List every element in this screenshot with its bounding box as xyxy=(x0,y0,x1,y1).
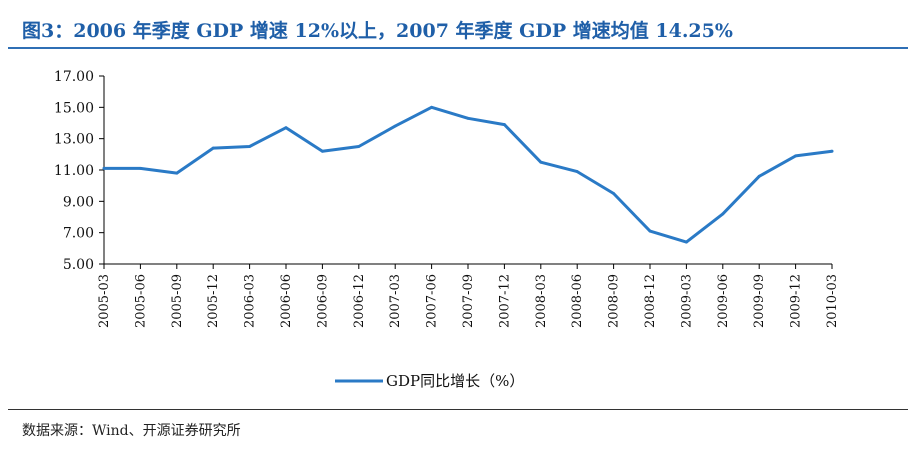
x-tick-label: 2006-03 xyxy=(243,274,258,328)
y-tick-label: 15.00 xyxy=(54,100,94,116)
x-tick-label: 2006-12 xyxy=(352,274,367,328)
x-tick-label: 2008-06 xyxy=(570,274,585,328)
data-point xyxy=(139,167,142,170)
x-tick-label: 2009-06 xyxy=(716,274,731,328)
data-point xyxy=(466,116,470,120)
source-note: 数据来源：Wind、开源证券研究所 xyxy=(22,423,241,439)
x-tick-label: 2005-06 xyxy=(133,274,148,328)
y-tick-label: 9.00 xyxy=(63,194,94,210)
x-tick-label: 2005-03 xyxy=(97,274,112,328)
data-point xyxy=(794,154,797,158)
x-tick-label: 2005-12 xyxy=(206,274,221,328)
data-point xyxy=(357,145,361,148)
legend: GDP同比增长（%） xyxy=(335,372,524,390)
data-point xyxy=(102,167,106,170)
data-point xyxy=(757,174,761,178)
data-point xyxy=(248,145,252,148)
data-point xyxy=(284,126,288,130)
legend-label: GDP同比增长（%） xyxy=(386,372,524,390)
x-tick-label: 2005-09 xyxy=(170,274,185,328)
y-tick-label: 5.00 xyxy=(63,257,94,273)
x-tick-label: 2007-03 xyxy=(388,274,403,328)
data-point xyxy=(321,149,324,153)
data-point xyxy=(539,160,543,164)
chart-title: 图3：2006 年季度 GDP 增速 12%以上，2007 年季度 GDP 增速… xyxy=(22,20,733,42)
y-tick-label: 17.00 xyxy=(54,69,94,85)
data-point xyxy=(648,229,652,233)
data-point xyxy=(503,123,506,126)
x-tick-label: 2007-12 xyxy=(497,274,512,328)
x-tick-label: 2008-03 xyxy=(534,274,549,328)
x-tick-label: 2007-09 xyxy=(461,274,476,328)
series-layer xyxy=(102,105,834,244)
x-tick-label: 2006-09 xyxy=(315,274,330,328)
data-point xyxy=(721,212,725,216)
data-point xyxy=(830,149,834,153)
y-tick-label: 11.00 xyxy=(54,163,94,179)
x-tick-label: 2006-06 xyxy=(279,274,294,328)
x-tick-label: 2007-06 xyxy=(425,274,440,328)
x-tick-label: 2009-03 xyxy=(679,274,694,328)
series-line-gdp xyxy=(102,105,834,244)
data-point xyxy=(393,124,397,128)
x-tick-label: 2009-12 xyxy=(789,274,804,328)
title-rule xyxy=(8,47,908,49)
x-tick-label: 2009-09 xyxy=(752,274,767,328)
y-tick-label: 13.00 xyxy=(54,132,94,148)
y-tick-labels: 17.00 15.00 13.00 11.00 9.00 7.00 5.00 xyxy=(54,69,94,273)
data-point xyxy=(175,171,179,175)
chart-axes xyxy=(99,75,833,269)
x-tick-label: 2008-12 xyxy=(643,274,658,328)
x-tick-label: 2008-09 xyxy=(607,274,622,328)
x-tick-labels: 2005-03 2005-06 2005-09 2005-12 2006-03 2006-… xyxy=(97,274,840,328)
data-point xyxy=(612,192,615,195)
data-point xyxy=(430,105,433,109)
x-tick-label: 2010-03 xyxy=(825,274,840,328)
data-point xyxy=(685,240,688,244)
data-point xyxy=(211,146,215,150)
y-tick-label: 7.00 xyxy=(63,226,94,242)
data-point xyxy=(575,170,579,173)
source-rule xyxy=(8,409,908,410)
